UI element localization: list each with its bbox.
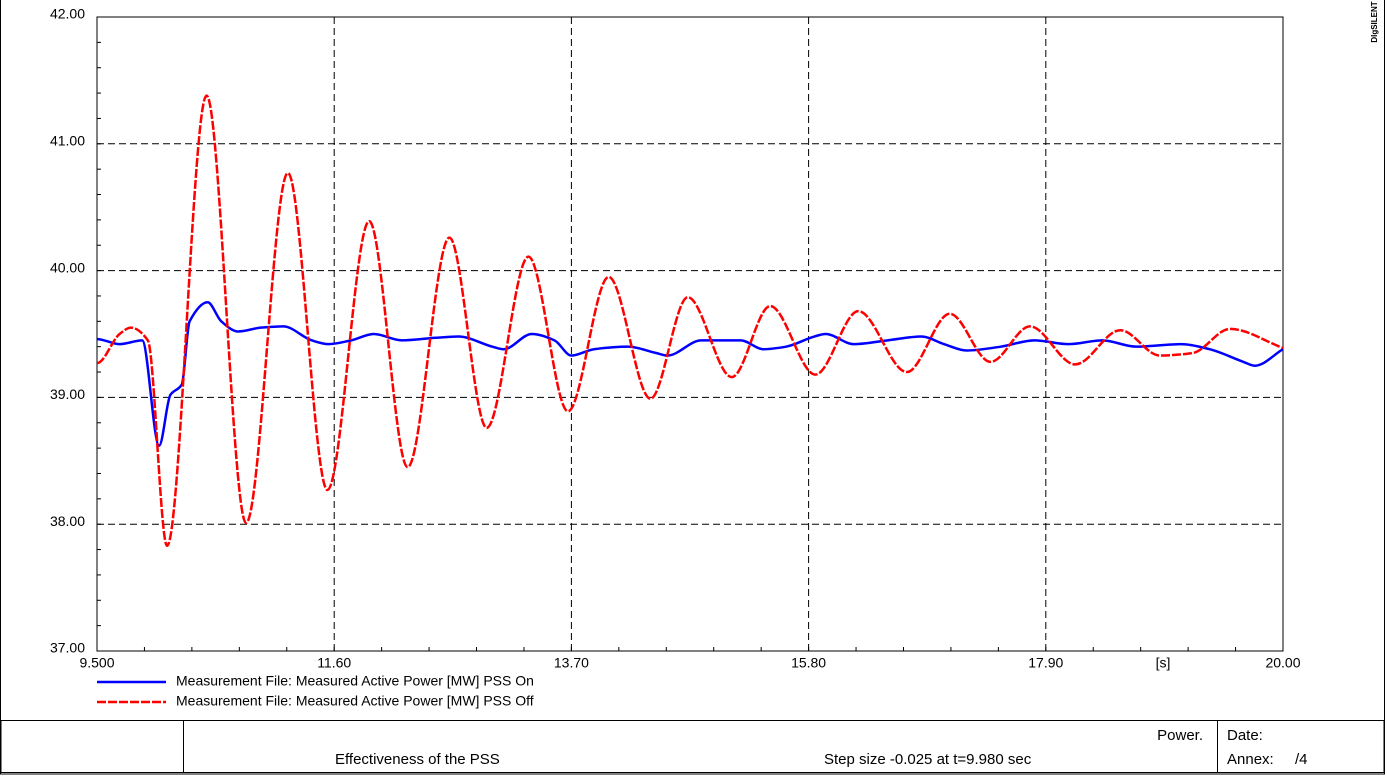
y-tick-label: 39.00 [50,386,85,402]
y-tick-label: 41.00 [50,133,85,149]
footer-note: Step size -0.025 at t=9.980 sec [824,751,1032,768]
legend-label: Measurement File: Measured Active Power … [176,673,534,689]
x-axis-label: [s] [1156,655,1171,671]
x-tick-label: 17.90 [1028,655,1063,671]
footer-date: Date: [1227,727,1263,744]
footer-page: /4 [1295,751,1308,768]
data-line [96,94,1284,548]
footer-frame [0,720,1385,773]
y-tick-label: 38.00 [50,513,85,529]
x-tick-label: 15.80 [791,655,826,671]
data-line [96,301,1284,447]
logo: DIgSILENT [1370,1,1379,42]
y-tick-label: 40.00 [50,259,85,275]
x-tick-label: 11.60 [317,655,351,671]
x-tick-label: 9.500 [79,655,114,671]
y-tick-label: 42.00 [50,6,85,22]
footer-annex: Annex: [1227,751,1274,768]
legend-label: Measurement File: Measured Active Power … [176,693,534,709]
plot-frame [96,16,1284,652]
footer: Power. Effectiveness of the PSS Step siz… [0,720,1385,773]
footer-subtitle: Power. [1157,727,1203,744]
x-tick-label: 13.70 [554,655,589,671]
y-tick-label: 37.00 [50,640,85,656]
footer-title: Effectiveness of the PSS [335,751,500,768]
x-tick-label: 20.00 [1265,655,1300,671]
